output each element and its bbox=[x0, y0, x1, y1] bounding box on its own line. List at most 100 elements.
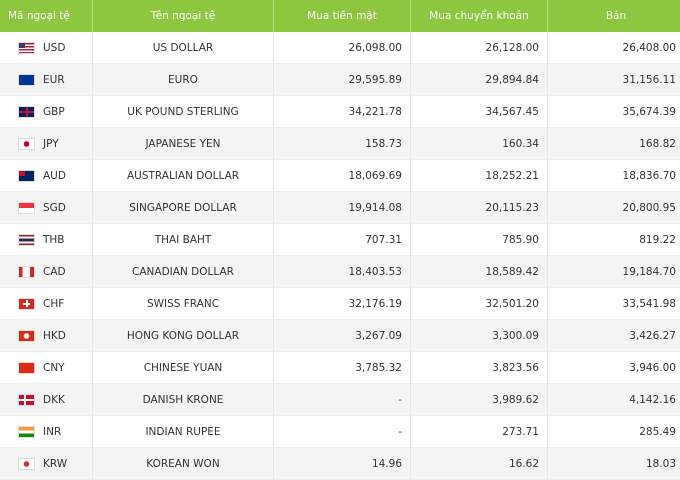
table-cell: 19,184.70 bbox=[548, 256, 680, 288]
flag-icon bbox=[18, 42, 35, 54]
table-cell: THB bbox=[0, 224, 93, 256]
table-cell: JAPANESE YEN bbox=[93, 128, 274, 160]
table-cell: 31,156.11 bbox=[548, 64, 680, 96]
table-cell: 26,408.00 bbox=[548, 32, 680, 64]
header-cell: Tên ngoại tệ bbox=[93, 0, 274, 32]
table-cell: 3,785.32 bbox=[274, 352, 411, 384]
table-cell: HONG KONG DOLLAR bbox=[93, 320, 274, 352]
table-cell: 34,567.45 bbox=[411, 96, 548, 128]
table-cell: INDIAN RUPEE bbox=[93, 416, 274, 448]
table-cell: US DOLLAR bbox=[93, 32, 274, 64]
table-cell: 4,142.16 bbox=[548, 384, 680, 416]
table-cell: - bbox=[274, 416, 411, 448]
currency-code: JPY bbox=[43, 138, 59, 150]
table-cell: 29,894.84 bbox=[411, 64, 548, 96]
table-cell: 33,541.98 bbox=[548, 288, 680, 320]
table-cell: 3,946.00 bbox=[548, 352, 680, 384]
table-cell: HKD bbox=[0, 320, 93, 352]
table-cell: 26,128.00 bbox=[411, 32, 548, 64]
flag-icon bbox=[18, 138, 35, 150]
header-cell: Bán bbox=[548, 0, 680, 32]
table-cell: 18,069.69 bbox=[274, 160, 411, 192]
table-cell: INR bbox=[0, 416, 93, 448]
table-cell: 785.90 bbox=[411, 224, 548, 256]
table-cell: EURO bbox=[93, 64, 274, 96]
header-row: Mã ngoại tệ Tên ngoại tệ Mua tiền mặt Mu… bbox=[0, 0, 680, 32]
header-cell: Mua chuyển khoản bbox=[411, 0, 548, 32]
flag-icon bbox=[18, 234, 35, 246]
currency-code: EUR bbox=[43, 74, 65, 86]
table-cell: CNY bbox=[0, 352, 93, 384]
flag-icon bbox=[18, 106, 35, 118]
flag-icon bbox=[18, 170, 35, 182]
currency-code: CAD bbox=[43, 266, 66, 278]
currency-code: INR bbox=[43, 426, 61, 438]
table-cell: DKK bbox=[0, 384, 93, 416]
table-cell: 29,595.89 bbox=[274, 64, 411, 96]
table-cell: 20,800.95 bbox=[548, 192, 680, 224]
flag-icon bbox=[18, 266, 35, 278]
table-cell: THAI BAHT bbox=[93, 224, 274, 256]
table-cell: 819.22 bbox=[548, 224, 680, 256]
table-cell: 3,300.09 bbox=[411, 320, 548, 352]
flag-icon bbox=[18, 74, 35, 86]
currency-code: AUD bbox=[43, 170, 66, 182]
table-cell: 3,267.09 bbox=[274, 320, 411, 352]
table-cell: CHF bbox=[0, 288, 93, 320]
currency-code: USD bbox=[43, 42, 65, 54]
table-cell: 32,501.20 bbox=[411, 288, 548, 320]
flag-icon bbox=[18, 330, 35, 342]
table-cell: EUR bbox=[0, 64, 93, 96]
table-cell: 160.34 bbox=[411, 128, 548, 160]
table-cell: 3,823.56 bbox=[411, 352, 548, 384]
table-cell: SGD bbox=[0, 192, 93, 224]
table-cell: 3,426.27 bbox=[548, 320, 680, 352]
flag-icon bbox=[18, 298, 35, 310]
table-cell: 34,221.78 bbox=[274, 96, 411, 128]
table-cell: 18,589.42 bbox=[411, 256, 548, 288]
table-cell: 168.82 bbox=[548, 128, 680, 160]
table-cell: 273.71 bbox=[411, 416, 548, 448]
table-cell: 19,914.08 bbox=[274, 192, 411, 224]
flag-icon bbox=[18, 394, 35, 406]
currency-code: DKK bbox=[43, 394, 65, 406]
currency-code: HKD bbox=[43, 330, 66, 342]
flag-icon bbox=[18, 362, 35, 374]
table-cell: 158.73 bbox=[274, 128, 411, 160]
table-cell: 3,989.62 bbox=[411, 384, 548, 416]
header-cell: Mua tiền mặt bbox=[274, 0, 411, 32]
table-cell: 26,098.00 bbox=[274, 32, 411, 64]
table-cell: USD bbox=[0, 32, 93, 64]
table-cell: SWISS FRANC bbox=[93, 288, 274, 320]
table-cell: 32,176.19 bbox=[274, 288, 411, 320]
table-cell: 707.31 bbox=[274, 224, 411, 256]
table-cell: JPY bbox=[0, 128, 93, 160]
table-cell: 20,115.23 bbox=[411, 192, 548, 224]
table-cell: DANISH KRONE bbox=[93, 384, 274, 416]
currency-code: CNY bbox=[43, 362, 65, 374]
table-cell: AUD bbox=[0, 160, 93, 192]
currency-code: GBP bbox=[43, 106, 65, 118]
table-cell: CAD bbox=[0, 256, 93, 288]
table-cell: SINGAPORE DOLLAR bbox=[93, 192, 274, 224]
flag-icon bbox=[18, 458, 35, 470]
currency-code: CHF bbox=[43, 298, 64, 310]
table-cell: GBP bbox=[0, 96, 93, 128]
flag-icon bbox=[18, 426, 35, 438]
table-cell: 35,674.39 bbox=[548, 96, 680, 128]
